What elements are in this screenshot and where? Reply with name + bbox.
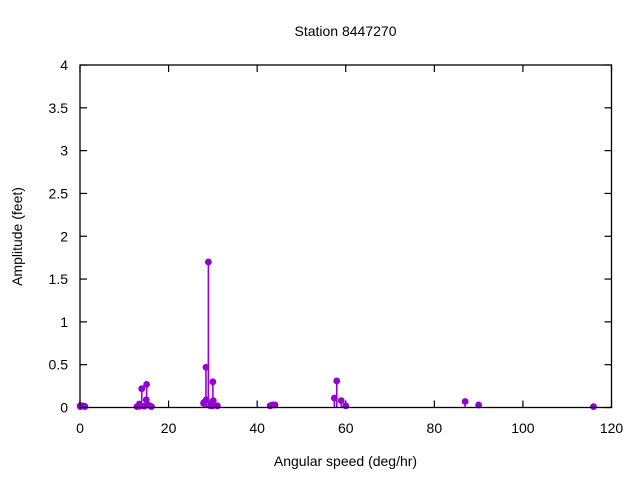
data-point-60 [342, 402, 350, 410]
x-tick-label-20: 20 [161, 420, 177, 436]
data-point-28.512 [202, 396, 210, 404]
y-tick-label-2.5: 2.5 [49, 185, 69, 201]
data-point-28.44 [202, 363, 210, 371]
data-point-15.041 [143, 380, 151, 388]
data-point-30 [209, 378, 217, 386]
data-point-58.984 [337, 397, 345, 405]
data-point-14.959 [142, 396, 150, 404]
data-point-16.139 [148, 403, 155, 411]
y-tick-label-3.5: 3.5 [49, 100, 69, 116]
axis-ticks-layer: 0 20 40 60 80 100 120 0 0.5 1 1.5 2 2.5 3 3.5 4 [49, 57, 624, 436]
data-point-1.098 [81, 403, 89, 411]
data-point-57.424 [330, 394, 338, 402]
y-tick-label-0.5: 0.5 [49, 357, 69, 373]
x-tick-label-0: 0 [76, 420, 84, 436]
x-tick-label-80: 80 [427, 420, 443, 436]
x-axis-label: Angular speed (deg/hr) [274, 453, 417, 469]
data-series-layer [76, 258, 597, 411]
data-point-115.936 [590, 403, 597, 411]
plot-frame-layer [79, 64, 613, 409]
data-point-86.952 [461, 398, 469, 405]
data-point-30.082 [209, 397, 217, 405]
y-tick-label-4: 4 [60, 57, 68, 73]
x-tick-label-100: 100 [511, 420, 535, 436]
x-tick-label-40: 40 [249, 420, 265, 436]
x-tick-label-60: 60 [338, 420, 354, 436]
plot-border [79, 64, 613, 409]
y-tick-label-3: 3 [60, 143, 68, 159]
y-axis-label: Amplitude (feet) [9, 187, 25, 286]
data-point-28.984 [204, 258, 212, 266]
data-point-31.016 [213, 402, 221, 410]
y-tick-label-1.5: 1.5 [49, 271, 69, 287]
data-point-90 [475, 401, 483, 409]
x-tick-label-120: 120 [600, 420, 624, 436]
chart-title: Station 8447270 [295, 23, 397, 39]
y-tick-label-1: 1 [60, 314, 68, 330]
data-point-44.025 [271, 401, 279, 409]
y-tick-label-2: 2 [60, 228, 68, 244]
data-point-13.943 [138, 385, 146, 393]
y-tick-label-0: 0 [60, 400, 68, 416]
data-point-57.968 [333, 377, 341, 385]
